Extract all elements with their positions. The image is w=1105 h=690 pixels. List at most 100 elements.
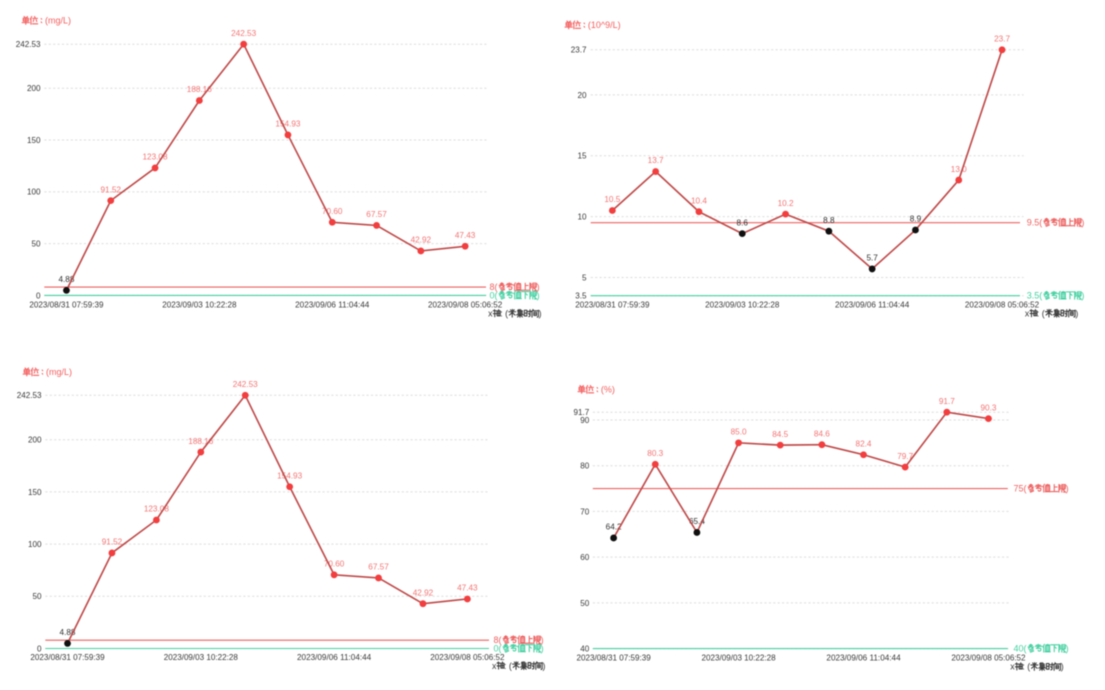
svg-text:2023/08/31 07:59:39: 2023/08/31 07:59:39 (575, 300, 650, 309)
svg-text:2023/09/08 05:06:52: 2023/09/08 05:06:52 (430, 653, 505, 662)
svg-text:): ) (1066, 644, 1069, 654)
svg-text:2023/08/31 07:59:39: 2023/08/31 07:59:39 (30, 653, 105, 662)
svg-text:(%): (%) (601, 385, 615, 395)
svg-text:13.7: 13.7 (648, 156, 664, 165)
svg-text:84.6: 84.6 (814, 429, 830, 438)
svg-text:): ) (1081, 291, 1084, 301)
svg-text:9.5(: 9.5( (1027, 218, 1043, 228)
svg-text:23.7: 23.7 (571, 46, 587, 55)
svg-text:2023/09/03 10:22:28: 2023/09/03 10:22:28 (701, 653, 776, 662)
svg-text:91.7: 91.7 (939, 397, 955, 406)
svg-text:67.57: 67.57 (366, 210, 387, 219)
svg-text:50: 50 (31, 240, 41, 249)
svg-text:91.7: 91.7 (574, 408, 590, 417)
svg-text:4.88: 4.88 (60, 628, 76, 637)
svg-text:90.3: 90.3 (981, 403, 997, 412)
svg-text:2023/08/31 07:59:39: 2023/08/31 07:59:39 (577, 653, 652, 662)
svg-text:2023/09/06 11:04:44: 2023/09/06 11:04:44 (295, 300, 370, 309)
svg-text:): ) (1061, 662, 1064, 672)
svg-text:(10^9/L): (10^9/L) (588, 20, 621, 30)
svg-text:10: 10 (577, 212, 587, 221)
svg-text:90: 90 (580, 416, 590, 425)
svg-text:13.0: 13.0 (951, 165, 967, 174)
svg-text:123.08: 123.08 (143, 153, 168, 162)
svg-text:10.5: 10.5 (604, 195, 620, 204)
svg-text:(mg/L): (mg/L) (46, 367, 72, 377)
svg-text:5.7: 5.7 (866, 254, 878, 263)
svg-text:150: 150 (28, 488, 42, 497)
svg-text:150: 150 (27, 136, 41, 145)
svg-text:): ) (537, 290, 540, 300)
svg-text:2023/09/08 05:06:52: 2023/09/08 05:06:52 (428, 300, 503, 309)
svg-text:70: 70 (580, 507, 590, 516)
svg-text:79.7: 79.7 (897, 452, 913, 461)
svg-text:2023/09/03 10:22:28: 2023/09/03 10:22:28 (164, 653, 239, 662)
svg-text:85.0: 85.0 (731, 428, 747, 437)
svg-text:20: 20 (577, 91, 587, 100)
svg-text:2023/09/06 11:04:44: 2023/09/06 11:04:44 (297, 653, 372, 662)
svg-text:91.52: 91.52 (100, 185, 121, 194)
svg-text:): ) (1066, 483, 1069, 493)
svg-text:70.60: 70.60 (322, 207, 343, 216)
svg-text:42.92: 42.92 (413, 588, 434, 597)
svg-text:5: 5 (582, 273, 587, 282)
svg-text:): ) (1075, 308, 1078, 318)
svg-text:2023/09/06 11:04:44: 2023/09/06 11:04:44 (835, 300, 910, 309)
svg-text:: (: : ( (504, 661, 512, 671)
svg-text:188.16: 188.16 (187, 85, 212, 94)
svg-text:): ) (541, 643, 544, 653)
svg-text:100: 100 (28, 540, 42, 549)
svg-text:x: x (488, 309, 493, 319)
svg-text:2023/09/03 10:22:28: 2023/09/03 10:22:28 (162, 300, 237, 309)
svg-text:50: 50 (32, 592, 42, 601)
svg-text:): ) (541, 635, 544, 645)
svg-text:60: 60 (580, 553, 590, 562)
svg-text:154.93: 154.93 (275, 120, 300, 129)
svg-text:2023/09/03 10:22:28: 2023/09/03 10:22:28 (705, 300, 780, 309)
svg-text:82.4: 82.4 (856, 439, 872, 448)
svg-text:70.60: 70.60 (324, 559, 345, 568)
svg-text:0(: 0( (490, 290, 498, 300)
svg-text:200: 200 (28, 436, 42, 445)
svg-text:x: x (492, 661, 497, 671)
svg-text:15: 15 (577, 152, 587, 161)
svg-text:84.5: 84.5 (772, 430, 788, 439)
svg-text:65.4: 65.4 (689, 517, 705, 526)
svg-text:x: x (1025, 308, 1030, 318)
svg-text:): ) (1081, 218, 1084, 228)
svg-text:10.4: 10.4 (691, 196, 707, 205)
svg-text:47.43: 47.43 (455, 231, 476, 240)
svg-text:2023/08/31 07:59:39: 2023/08/31 07:59:39 (29, 300, 104, 309)
svg-text:64.2: 64.2 (606, 523, 622, 532)
svg-text:40: 40 (580, 645, 590, 654)
svg-text:242.53: 242.53 (233, 380, 258, 389)
svg-text:50: 50 (580, 599, 590, 608)
svg-text:0(: 0( (494, 643, 502, 653)
svg-text:2023/09/08 05:06:52: 2023/09/08 05:06:52 (965, 300, 1040, 309)
svg-text:): ) (542, 661, 545, 671)
svg-text:(mg/L): (mg/L) (45, 16, 71, 26)
svg-text:8(: 8( (494, 635, 502, 645)
svg-text:): ) (539, 309, 542, 319)
svg-text:40(: 40( (1014, 644, 1027, 654)
svg-text:154.93: 154.93 (277, 471, 302, 480)
svg-text:8.9: 8.9 (910, 215, 922, 224)
svg-text:242.53: 242.53 (16, 40, 41, 49)
svg-text:0: 0 (36, 291, 41, 300)
svg-text:80: 80 (580, 462, 590, 471)
svg-text:3.5: 3.5 (575, 292, 587, 301)
svg-text:2023/09/06 11:04:44: 2023/09/06 11:04:44 (826, 653, 901, 662)
svg-text:80.3: 80.3 (647, 449, 663, 458)
svg-text:8(: 8( (490, 282, 498, 292)
svg-text:100: 100 (27, 188, 41, 197)
svg-text:23.7: 23.7 (994, 35, 1010, 44)
svg-text:67.57: 67.57 (368, 563, 389, 572)
svg-text:8.6: 8.6 (737, 218, 749, 227)
svg-text:: (: : ( (500, 309, 508, 319)
svg-text:75(: 75( (1014, 483, 1027, 493)
svg-text:242.53: 242.53 (231, 29, 256, 38)
svg-text:0: 0 (37, 644, 42, 653)
svg-text:47.43: 47.43 (457, 584, 478, 593)
svg-text:x: x (1010, 662, 1015, 672)
svg-text:42.92: 42.92 (411, 236, 432, 245)
